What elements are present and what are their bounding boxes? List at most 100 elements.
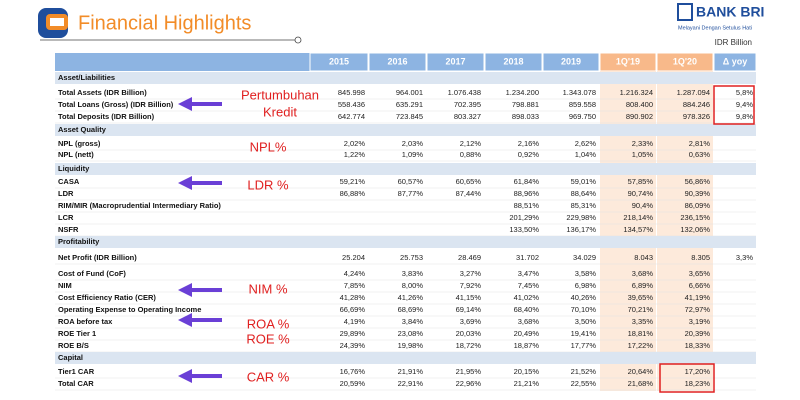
cell-value: 808.400: [626, 100, 653, 109]
cell-value: 70,10%: [571, 305, 597, 314]
cell-value: 90,4%: [632, 201, 654, 210]
cell-value: 18,72%: [456, 341, 482, 350]
cell-value: 0,63%: [689, 150, 711, 159]
cell-value: 60,57%: [398, 177, 424, 186]
section-title: Asset/Liabilities: [58, 73, 115, 82]
cell-value: 59,21%: [340, 177, 366, 186]
row-label: Operating Expense to Operating Income: [58, 305, 201, 314]
cell-value: 22,91%: [398, 379, 424, 388]
column-header: 2017: [445, 56, 465, 66]
cell-value: 2,16%: [518, 139, 540, 148]
section-title: Profitability: [58, 237, 100, 246]
annotation: Pertumbuhan: [241, 87, 319, 102]
cell-value: 85,31%: [571, 201, 597, 210]
arrow-head: [178, 176, 192, 190]
title-rule-end: [294, 36, 302, 44]
cell-value: 133,50%: [509, 225, 539, 234]
row-label: Total CAR: [58, 379, 94, 388]
cell-value: 7,85%: [344, 281, 366, 290]
cell-value: 2,02%: [344, 139, 366, 148]
cell-value: 88,96%: [514, 189, 540, 198]
row-label: RIM/MIR (Macroprudential Intermediary Ra…: [58, 201, 221, 210]
cell-value: 25.753: [400, 253, 423, 262]
cell-value: 1.287.094: [677, 88, 710, 97]
cell-value: 17,20%: [685, 367, 711, 376]
cell-value: 859.558: [569, 100, 596, 109]
column-header: 1Q'20: [673, 56, 697, 66]
cell-value: 24,39%: [340, 341, 366, 350]
row-label: Total Assets (IDR Billion): [58, 88, 147, 97]
cell-value: 229,98%: [566, 213, 596, 222]
cell-value: 20,39%: [685, 329, 711, 338]
section-row: [55, 124, 756, 136]
cell-value: 21,95%: [456, 367, 482, 376]
cell-value: 9,4%: [736, 100, 753, 109]
cell-value: 17,22%: [628, 341, 654, 350]
row-label: Net Profit (IDR Billion): [58, 253, 137, 262]
annotation: ROE %: [246, 331, 290, 346]
row-label: NPL (nett): [58, 150, 94, 159]
annotation: NIM %: [249, 281, 288, 296]
cell-value: 72,97%: [685, 305, 711, 314]
cell-value: 68,40%: [514, 305, 540, 314]
cell-value: 702.395: [454, 100, 481, 109]
cell-value: 86,88%: [340, 189, 366, 198]
cell-value: 3,58%: [575, 269, 597, 278]
cell-value: 70,21%: [628, 305, 654, 314]
cell-value: 8,00%: [402, 281, 424, 290]
cell-value: 0,88%: [460, 150, 482, 159]
cell-value: 21,21%: [514, 379, 540, 388]
cell-value: 90,39%: [685, 189, 711, 198]
cell-value: 1,22%: [344, 150, 366, 159]
cell-value: 5,8%: [736, 88, 753, 97]
logo-icon: [677, 3, 693, 21]
section-row: [55, 352, 756, 364]
row-label: Tier1 CAR: [58, 367, 95, 376]
cell-value: 19,41%: [571, 329, 597, 338]
cell-value: 22,55%: [571, 379, 597, 388]
row-label: Total Deposits (IDR Billion): [58, 112, 155, 121]
cell-value: 21,68%: [628, 379, 654, 388]
cell-value: 3,47%: [518, 269, 540, 278]
cell-value: 236,15%: [680, 213, 710, 222]
column-header: 2015: [329, 56, 349, 66]
cell-value: 7,45%: [518, 281, 540, 290]
cell-value: 6,89%: [632, 281, 654, 290]
cell-value: 898.033: [512, 112, 539, 121]
column-header: 1Q'19: [616, 56, 640, 66]
cell-value: 3,50%: [575, 317, 597, 326]
cell-value: 41,28%: [340, 293, 366, 302]
cell-value: 3,83%: [402, 269, 424, 278]
row-label: ROE Tier 1: [58, 329, 96, 338]
column-header: Δ yoy: [723, 56, 747, 66]
cell-value: 59,01%: [571, 177, 597, 186]
header-cell: [542, 52, 600, 72]
section-title: Liquidity: [58, 164, 90, 173]
cell-value: 41,19%: [685, 293, 711, 302]
cell-value: 964.001: [396, 88, 423, 97]
highlight-box: [659, 363, 715, 393]
column-header: 2016: [387, 56, 407, 66]
table: 2015 2016 2017 2018 2019 1Q'19 1Q'20 Δ yoy Asset…: [55, 52, 757, 393]
cell-value: 16,76%: [340, 367, 366, 376]
cell-value: 21,91%: [398, 367, 424, 376]
cell-value: 723.845: [396, 112, 423, 121]
cell-value: 1.076.438: [448, 88, 481, 97]
cell-value: 3,69%: [460, 317, 482, 326]
cell-value: 2,81%: [689, 139, 711, 148]
cell-value: 136,17%: [566, 225, 596, 234]
cell-value: 2,03%: [402, 139, 424, 148]
cell-value: 134,57%: [623, 225, 653, 234]
row-label: CASA: [58, 177, 80, 186]
cell-value: 9,8%: [736, 112, 753, 121]
header-cell: [713, 52, 757, 72]
cell-value: 90,74%: [628, 189, 654, 198]
annotation: Kredit: [263, 104, 297, 119]
cell-value: 8.043: [634, 253, 653, 262]
cell-value: 40,26%: [571, 293, 597, 302]
cell-value: 2,62%: [575, 139, 597, 148]
cell-value: 20,15%: [514, 367, 540, 376]
cell-value: 3,68%: [632, 269, 654, 278]
cell-value: 803.327: [454, 112, 481, 121]
